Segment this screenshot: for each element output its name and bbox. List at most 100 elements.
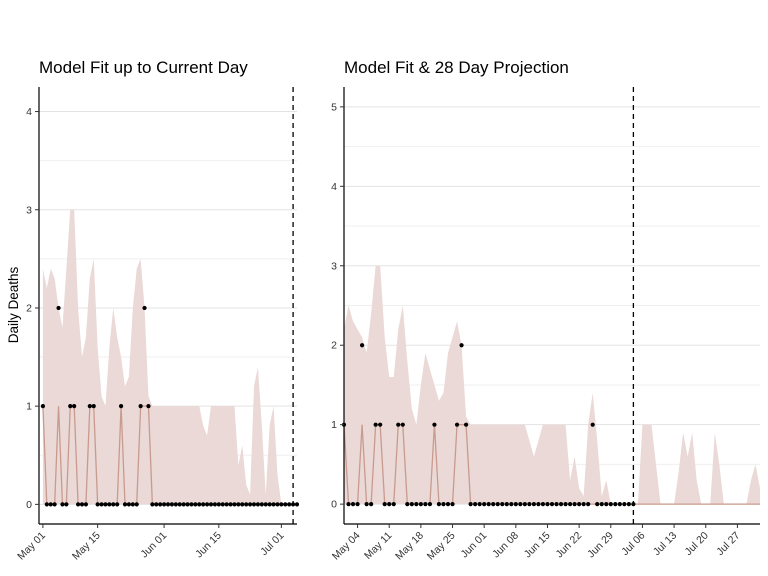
observed-point — [138, 404, 143, 409]
observed-point — [107, 502, 112, 507]
observed-point — [185, 502, 190, 507]
observed-point — [232, 502, 237, 507]
observed-point — [432, 422, 437, 427]
observed-point — [540, 502, 546, 507]
observed-point — [52, 502, 57, 507]
observed-point — [122, 502, 128, 507]
observed-point — [251, 502, 257, 507]
panel-title: Model Fit & 28 Day Projection — [344, 58, 569, 77]
observed-point — [346, 502, 351, 507]
observed-point — [414, 502, 419, 507]
x-tick-label: May 01 — [15, 530, 48, 563]
observed-point — [509, 502, 514, 507]
observed-point — [567, 502, 573, 507]
observed-point — [572, 502, 577, 507]
y-tick-label: 2 — [331, 340, 337, 352]
x-tick-label: Jun 01 — [459, 530, 490, 561]
observed-point — [396, 422, 401, 427]
x-tick-label: Jul 06 — [619, 530, 647, 558]
observed-point — [536, 502, 541, 507]
observed-point — [563, 502, 568, 507]
observed-point — [613, 502, 618, 507]
observed-point — [60, 502, 65, 507]
panel-title: Model Fit up to Current Day — [39, 58, 248, 77]
observed-point — [473, 502, 478, 507]
x-tick-label: Jul 20 — [683, 530, 711, 558]
x-tick-label: Jun 15 — [522, 530, 553, 561]
observed-point — [271, 502, 276, 507]
observed-point — [626, 502, 631, 507]
observed-point — [44, 502, 49, 507]
y-tick-label: 3 — [26, 204, 32, 216]
x-tick-label: May 18 — [393, 530, 426, 563]
observed-point — [436, 502, 442, 507]
x-tick-label: Jun 15 — [193, 530, 224, 561]
observed-point — [527, 502, 532, 507]
observed-point — [504, 502, 509, 507]
observed-point — [197, 502, 202, 507]
x-tick-label: Jul 01 — [258, 530, 286, 558]
observed-point — [454, 422, 460, 427]
observed-point — [549, 502, 555, 507]
observed-point — [405, 502, 410, 507]
observed-point — [99, 502, 104, 507]
observed-point — [118, 404, 124, 409]
observed-point — [495, 502, 500, 507]
observed-point — [79, 502, 85, 507]
observed-point — [518, 502, 523, 507]
observed-point — [201, 502, 206, 507]
y-tick-label: 2 — [26, 302, 32, 314]
observed-point — [83, 502, 89, 507]
observed-point — [491, 502, 496, 507]
observed-point — [95, 502, 100, 507]
observed-point — [350, 502, 356, 507]
observed-point — [545, 502, 550, 507]
observed-point — [590, 422, 595, 427]
observed-point — [275, 502, 280, 507]
observed-point — [224, 502, 229, 507]
uncertainty-band — [42, 209, 298, 505]
panel-projection: Model Fit & 28 Day Projection 0 1 2 3 4 5 May … — [330, 58, 760, 562]
observed-point — [169, 502, 175, 507]
observed-point — [409, 502, 414, 507]
observed-point — [581, 502, 586, 507]
observed-point — [531, 502, 537, 507]
uncertainty-band — [344, 265, 760, 505]
x-tick-label: Jul 27 — [714, 530, 742, 558]
observed-point — [364, 502, 369, 507]
observed-point — [142, 305, 147, 311]
observed-point — [287, 502, 292, 507]
observed-point — [617, 502, 622, 507]
observed-point — [189, 502, 194, 507]
observed-point — [355, 502, 360, 507]
observed-point — [427, 502, 433, 507]
observed-point — [173, 502, 178, 507]
observed-point — [181, 502, 186, 507]
observed-point — [599, 502, 604, 507]
observed-point — [255, 502, 261, 507]
observed-point — [130, 502, 135, 507]
y-tick-label: 4 — [331, 181, 337, 193]
observed-point — [608, 502, 613, 507]
observed-point — [72, 404, 77, 409]
x-tick-label: May 04 — [330, 530, 363, 563]
y-tick-label: 5 — [331, 101, 337, 113]
observed-point — [554, 502, 559, 507]
observed-point — [486, 502, 491, 507]
observed-point — [216, 502, 221, 507]
observed-point — [68, 404, 73, 409]
y-tick-label: 1 — [331, 419, 337, 431]
observed-point — [359, 343, 365, 348]
observed-point — [177, 502, 182, 507]
observed-point — [154, 502, 159, 507]
observed-point — [134, 502, 139, 507]
observed-point — [378, 422, 383, 427]
y-tick-label: 0 — [26, 499, 32, 511]
observed-point — [220, 502, 225, 507]
x-tick-label: Jun 29 — [585, 530, 616, 561]
observed-point — [165, 502, 171, 507]
observed-point — [115, 502, 120, 507]
observed-point — [468, 502, 473, 507]
observed-point — [267, 502, 272, 507]
